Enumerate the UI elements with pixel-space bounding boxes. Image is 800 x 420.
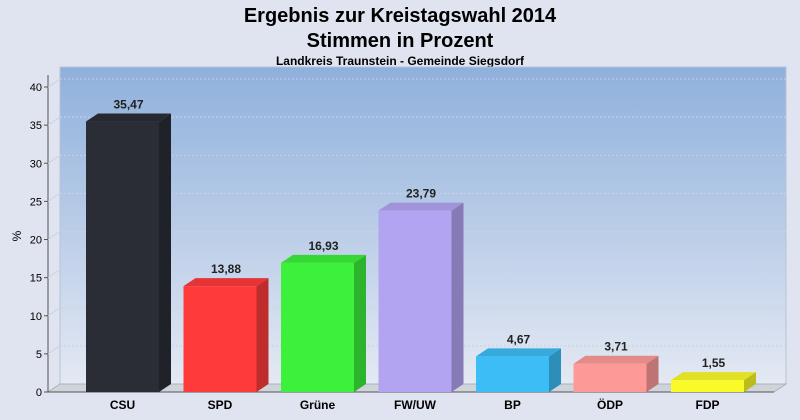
bar-front <box>281 262 354 392</box>
bar-top <box>281 254 366 263</box>
y-tick-label: 25 <box>30 196 42 208</box>
bar-top <box>86 113 171 122</box>
data-label: 1,55 <box>702 356 726 370</box>
y-tick-label: 30 <box>30 158 42 170</box>
bar-top <box>671 372 756 381</box>
bar-fdp: 1,55 <box>671 356 756 392</box>
grid-line-diagonal <box>47 192 61 202</box>
bar-side <box>354 254 366 392</box>
data-label: 3,71 <box>604 340 628 354</box>
grid-line-diagonal <box>47 154 61 164</box>
y-tick-label: 20 <box>30 235 42 247</box>
bar-fwuw: 23,79 <box>378 187 464 392</box>
x-tick-label: FDP <box>696 398 720 412</box>
bar-front <box>86 121 159 392</box>
bar-front <box>671 380 744 392</box>
x-tick-label: FW/UW <box>394 398 437 412</box>
y-tick-label: 15 <box>30 273 42 285</box>
x-tick-label: Grüne <box>300 398 336 412</box>
grid-line-diagonal <box>47 231 61 240</box>
chart-subtitle: Landkreis Traunstein - Gemeinde Siegsdor… <box>275 54 525 68</box>
bar-top <box>573 355 659 364</box>
bar-front <box>573 363 647 392</box>
bar-side <box>744 372 756 392</box>
bar-spd: 13,88 <box>183 262 269 392</box>
y-tick-label: 40 <box>30 82 42 94</box>
chart-title-line2: Stimmen in Prozent <box>306 30 494 52</box>
bar-side <box>451 202 464 392</box>
bar-top <box>183 278 269 287</box>
bar-csu: 35,47 <box>86 98 171 392</box>
chart-title: Ergebnis zur Kreistagswahl 2014 <box>243 5 557 27</box>
bar-top <box>476 348 561 357</box>
bar-side <box>549 348 561 392</box>
bars: 35,47 13,88 16,93 23,79 4,67 3,71 1,55 <box>86 98 756 392</box>
grid-line-diagonal <box>47 345 61 355</box>
bar-grüne: 16,93 <box>281 239 366 392</box>
category-labels: CSU SPD Grüne FW/UW BP ÖDP FDP <box>110 397 720 412</box>
y-axis-ticks: 0 5 10 15 20 25 30 35 40 <box>30 82 48 399</box>
y-axis-label: % <box>10 230 24 241</box>
grid-lines <box>47 78 786 355</box>
grid-line-diagonal <box>47 78 61 88</box>
bar-front <box>378 210 452 392</box>
x-tick-label: CSU <box>110 398 135 412</box>
data-label: 35,47 <box>113 98 143 112</box>
y-tick-label: 0 <box>36 387 42 399</box>
data-label: 4,67 <box>507 332 531 346</box>
data-label: 23,79 <box>406 187 436 201</box>
grid-line-diagonal <box>47 116 61 126</box>
data-label: 13,88 <box>211 262 241 276</box>
y-tick-label: 35 <box>30 120 42 132</box>
bar-ödp: 3,71 <box>573 340 659 392</box>
y-tick-label: 5 <box>36 349 42 361</box>
y-tick-label: 10 <box>30 311 42 323</box>
x-tick-label: SPD <box>208 398 233 412</box>
bar-top <box>378 202 464 211</box>
x-tick-label: ÖDP <box>597 397 623 412</box>
bar-side <box>159 113 171 392</box>
bar-front <box>183 286 257 392</box>
bar-bp: 4,67 <box>476 332 561 392</box>
bar-side <box>646 355 659 392</box>
grid-line-diagonal <box>47 269 61 279</box>
data-label: 16,93 <box>308 239 338 253</box>
grid-line-diagonal <box>47 307 61 317</box>
x-tick-label: BP <box>504 398 521 412</box>
bar-side <box>256 278 269 392</box>
bar-front <box>476 356 549 392</box>
